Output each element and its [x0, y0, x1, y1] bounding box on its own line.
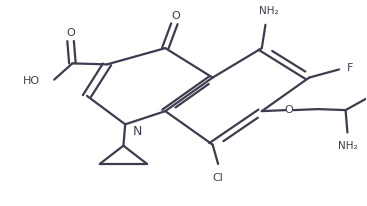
Text: Cl: Cl [212, 172, 224, 183]
Text: O: O [66, 28, 75, 38]
Text: O: O [172, 11, 181, 21]
Text: F: F [347, 63, 353, 74]
Text: N: N [132, 125, 142, 138]
Text: O: O [285, 105, 294, 115]
Text: HO: HO [23, 76, 40, 86]
Text: NH₂: NH₂ [259, 6, 279, 16]
Text: NH₂: NH₂ [338, 141, 357, 151]
